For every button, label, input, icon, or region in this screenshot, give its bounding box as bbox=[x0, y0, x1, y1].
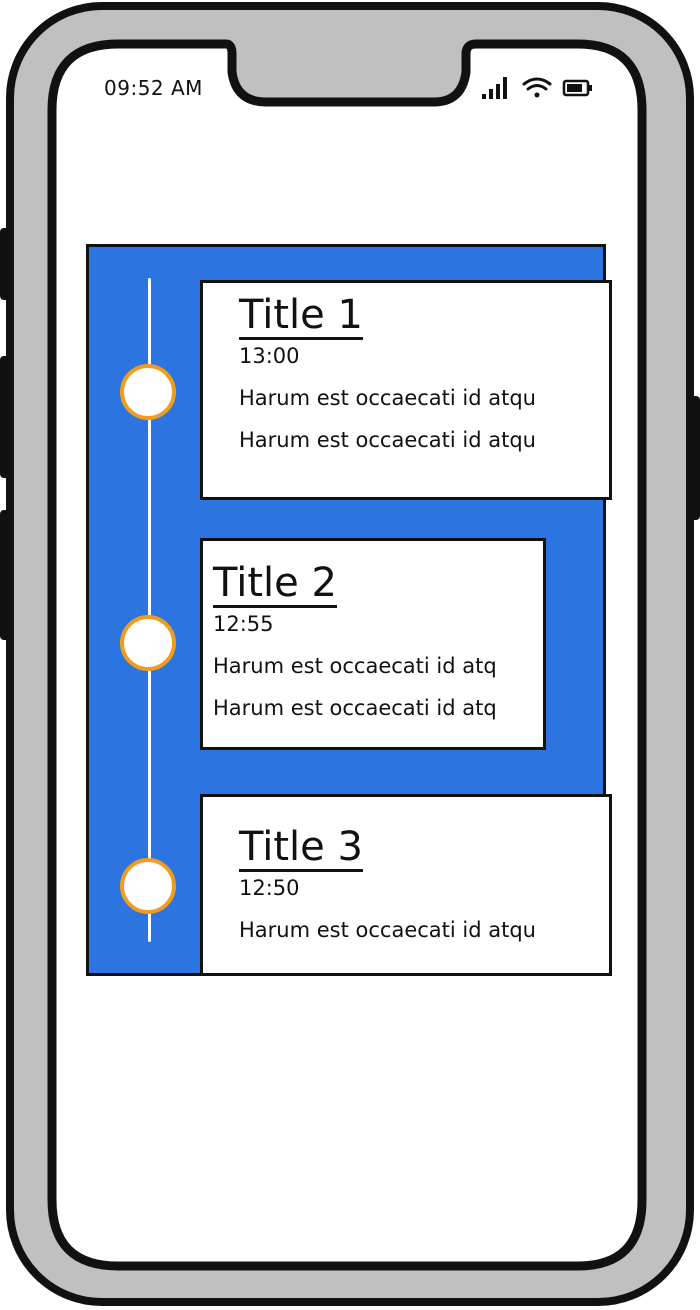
timeline-node-1[interactable] bbox=[120, 364, 176, 420]
battery-icon bbox=[562, 79, 592, 97]
card-title: Title 3 bbox=[239, 824, 363, 872]
status-time: 09:52 AM bbox=[104, 76, 203, 100]
card-text-line: Harum est occaecati id atq bbox=[213, 654, 497, 678]
timeline-node-3[interactable] bbox=[120, 858, 176, 914]
card-time: 13:00 bbox=[239, 344, 300, 368]
timeline-card-2[interactable]: Title 2 12:55 Harum est occaecati id atq… bbox=[200, 538, 546, 750]
timeline-line bbox=[148, 278, 151, 942]
status-icons bbox=[482, 77, 592, 99]
card-text-line: Harum est occaecati id atqu bbox=[239, 918, 536, 942]
signal-icon bbox=[482, 77, 507, 99]
card-time: 12:55 bbox=[213, 612, 274, 636]
card-text-line: Harum est occaecati id atqu bbox=[239, 428, 536, 452]
card-time: 12:50 bbox=[239, 876, 300, 900]
wifi-icon bbox=[522, 77, 552, 98]
timeline-card-3[interactable]: Title 3 12:50 Harum est occaecati id atq… bbox=[200, 794, 612, 976]
timeline-node-2[interactable] bbox=[120, 615, 176, 671]
card-text-line: Harum est occaecati id atqu bbox=[239, 386, 536, 410]
card-text-line: Harum est occaecati id atq bbox=[213, 696, 497, 720]
card-title: Title 2 bbox=[213, 560, 337, 608]
card-title: Title 1 bbox=[239, 292, 363, 340]
timeline-card-1[interactable]: Title 1 13:00 Harum est occaecati id atq… bbox=[200, 280, 612, 500]
